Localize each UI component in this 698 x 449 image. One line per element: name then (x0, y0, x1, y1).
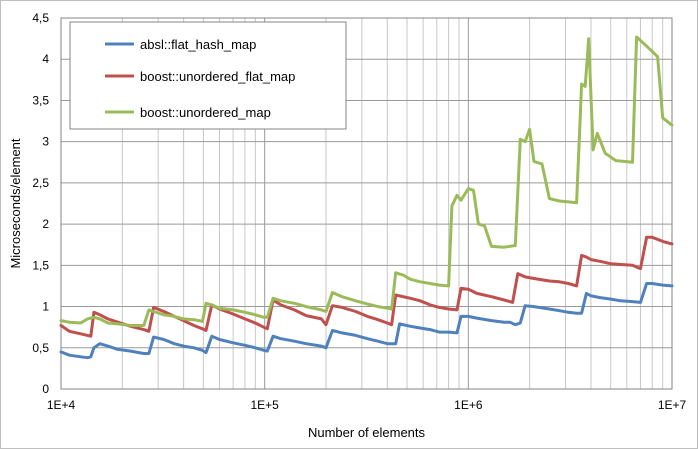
y-tick-label: 0 (42, 382, 49, 396)
y-tick-label: 3,5 (32, 93, 49, 107)
x-tick-label: 1E+4 (47, 398, 76, 412)
y-tick-label: 1,5 (32, 258, 49, 272)
x-tick-label: 1E+5 (250, 398, 279, 412)
y-tick-label: 1 (42, 300, 49, 314)
y-tick-label: 2,5 (32, 176, 49, 190)
legend: absl::flat_hash_map boost::unordered_fla… (69, 21, 347, 130)
series-lines (59, 35, 674, 360)
series-line-1 (59, 235, 674, 338)
x-axis-title: Number of elements (308, 425, 426, 440)
x-tick-label: 1E+6 (454, 398, 483, 412)
legend-label-absl-flat-hash-map: absl::flat_hash_map (140, 37, 256, 52)
x-tick-label: 1E+7 (658, 398, 687, 412)
plot-area-border (60, 17, 673, 390)
legend-label-boost-unordered-map: boost::unordered_map (140, 105, 271, 120)
y-tick-label: 4 (42, 52, 49, 66)
x-axis-tick-labels: 1E+4 1E+5 1E+6 1E+7 (47, 398, 687, 412)
y-axis-tick-labels: 0 0,5 1 1,5 2 2,5 3 3,5 4 4,5 (32, 11, 49, 396)
series-line-0 (59, 282, 674, 360)
series-line-2 (59, 35, 674, 327)
y-tick-label: 2 (42, 217, 49, 231)
y-tick-label: 4,5 (32, 11, 49, 25)
legend-label-boost-unordered-flat-map: boost::unordered_flat_map (140, 69, 295, 84)
y-tick-label: 0,5 (32, 341, 49, 355)
y-axis-title: Microseconds/element (8, 138, 23, 268)
y-tick-label: 3 (42, 135, 49, 149)
